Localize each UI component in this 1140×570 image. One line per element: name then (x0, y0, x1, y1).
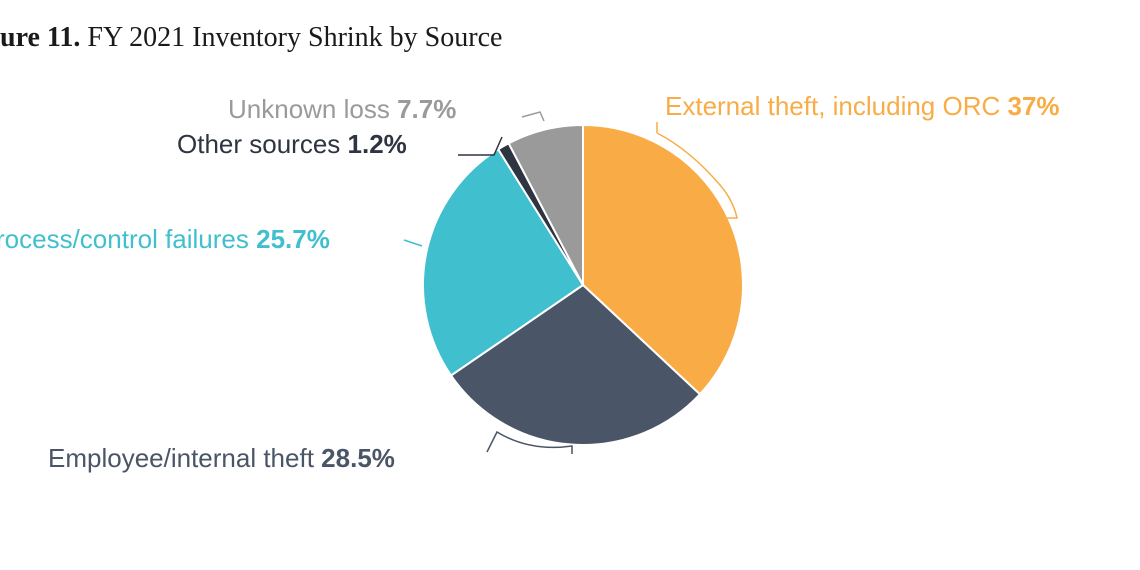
slice-employee-theft (449, 283, 702, 446)
figure-title-text: FY 2021 Inventory Shrink by Source (87, 22, 503, 53)
leader-employee-theft (486, 430, 573, 454)
label-process-failures: rocess/control failures 25.7% (0, 224, 330, 254)
chart-title: gure 11. FY 2021 Inventory Shrink by Sou… (0, 22, 502, 54)
leader-external-theft (656, 122, 738, 219)
label-other-sources: Other sources 1.2% (177, 129, 407, 159)
label-external-theft: External theft, including ORC 37% (665, 91, 1060, 121)
slice-process-failures (422, 147, 585, 377)
leader-unknown-loss (521, 111, 545, 122)
figure-number: gure 11. (0, 22, 81, 53)
slice-unknown-loss (507, 123, 584, 286)
label-unknown-loss: Unknown loss 7.7% (228, 94, 457, 124)
leader-other-sources (458, 136, 503, 156)
slice-external-theft (582, 123, 744, 396)
leader-process-failures (403, 239, 423, 247)
label-employee-theft: Employee/internal theft 28.5% (48, 443, 395, 473)
